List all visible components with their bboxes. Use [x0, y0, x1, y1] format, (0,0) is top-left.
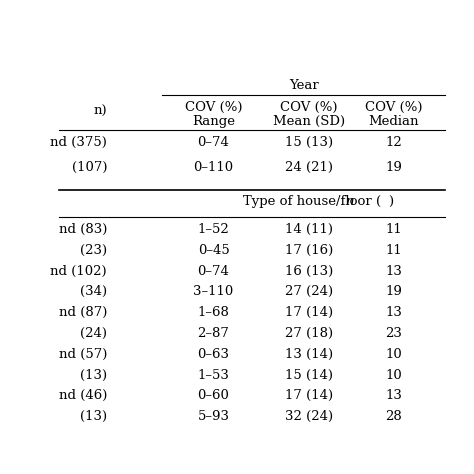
- Text: 1–52: 1–52: [198, 223, 229, 236]
- Text: 0–63: 0–63: [198, 348, 229, 361]
- Text: nd (87): nd (87): [59, 306, 107, 319]
- Text: 13: 13: [385, 264, 402, 278]
- Text: 11: 11: [385, 223, 402, 236]
- Text: 0–60: 0–60: [198, 389, 229, 402]
- Text: 27 (24): 27 (24): [285, 285, 333, 298]
- Text: COV (%): COV (%): [185, 100, 242, 114]
- Text: 15 (13): 15 (13): [285, 137, 333, 149]
- Text: 23: 23: [385, 327, 402, 340]
- Text: n: n: [345, 195, 354, 208]
- Text: 0–74: 0–74: [198, 137, 229, 149]
- Text: 0–74: 0–74: [198, 264, 229, 278]
- Text: 10: 10: [385, 348, 402, 361]
- Text: 1–53: 1–53: [198, 369, 229, 382]
- Text: 17 (14): 17 (14): [285, 306, 333, 319]
- Text: nd (102): nd (102): [50, 264, 107, 278]
- Text: 2–87: 2–87: [198, 327, 229, 340]
- Text: nd (57): nd (57): [59, 348, 107, 361]
- Text: (24): (24): [80, 327, 107, 340]
- Text: 13: 13: [385, 306, 402, 319]
- Text: COV (%): COV (%): [280, 100, 338, 114]
- Text: 0–45: 0–45: [198, 244, 229, 257]
- Text: 10: 10: [385, 369, 402, 382]
- Text: 19: 19: [385, 161, 402, 174]
- Text: 14 (11): 14 (11): [285, 223, 333, 236]
- Text: 11: 11: [385, 244, 402, 257]
- Text: 12: 12: [385, 137, 402, 149]
- Text: 0–110: 0–110: [193, 161, 234, 174]
- Text: 28: 28: [385, 410, 402, 423]
- Text: Type of house/floor (   ): Type of house/floor ( ): [243, 195, 394, 208]
- Text: (34): (34): [80, 285, 107, 298]
- Text: 24 (21): 24 (21): [285, 161, 333, 174]
- Text: Mean (SD): Mean (SD): [273, 115, 345, 128]
- Text: 13: 13: [385, 389, 402, 402]
- Text: (107): (107): [72, 161, 107, 174]
- Text: 3–110: 3–110: [193, 285, 234, 298]
- Text: COV (%): COV (%): [365, 100, 422, 114]
- Text: Year: Year: [289, 79, 319, 92]
- Text: 13 (14): 13 (14): [285, 348, 333, 361]
- Text: Range: Range: [192, 115, 235, 128]
- Text: n): n): [93, 105, 107, 118]
- Text: 19: 19: [385, 285, 402, 298]
- Text: 1–68: 1–68: [198, 306, 229, 319]
- Text: (13): (13): [80, 410, 107, 423]
- Text: 17 (16): 17 (16): [285, 244, 333, 257]
- Text: Median: Median: [368, 115, 419, 128]
- Text: (13): (13): [80, 369, 107, 382]
- Text: 15 (14): 15 (14): [285, 369, 333, 382]
- Text: 17 (14): 17 (14): [285, 389, 333, 402]
- Text: (23): (23): [80, 244, 107, 257]
- Text: 5–93: 5–93: [198, 410, 229, 423]
- Text: nd (375): nd (375): [50, 137, 107, 149]
- Text: nd (46): nd (46): [59, 389, 107, 402]
- Text: nd (83): nd (83): [59, 223, 107, 236]
- Text: 32 (24): 32 (24): [285, 410, 333, 423]
- Text: 16 (13): 16 (13): [285, 264, 333, 278]
- Text: 27 (18): 27 (18): [285, 327, 333, 340]
